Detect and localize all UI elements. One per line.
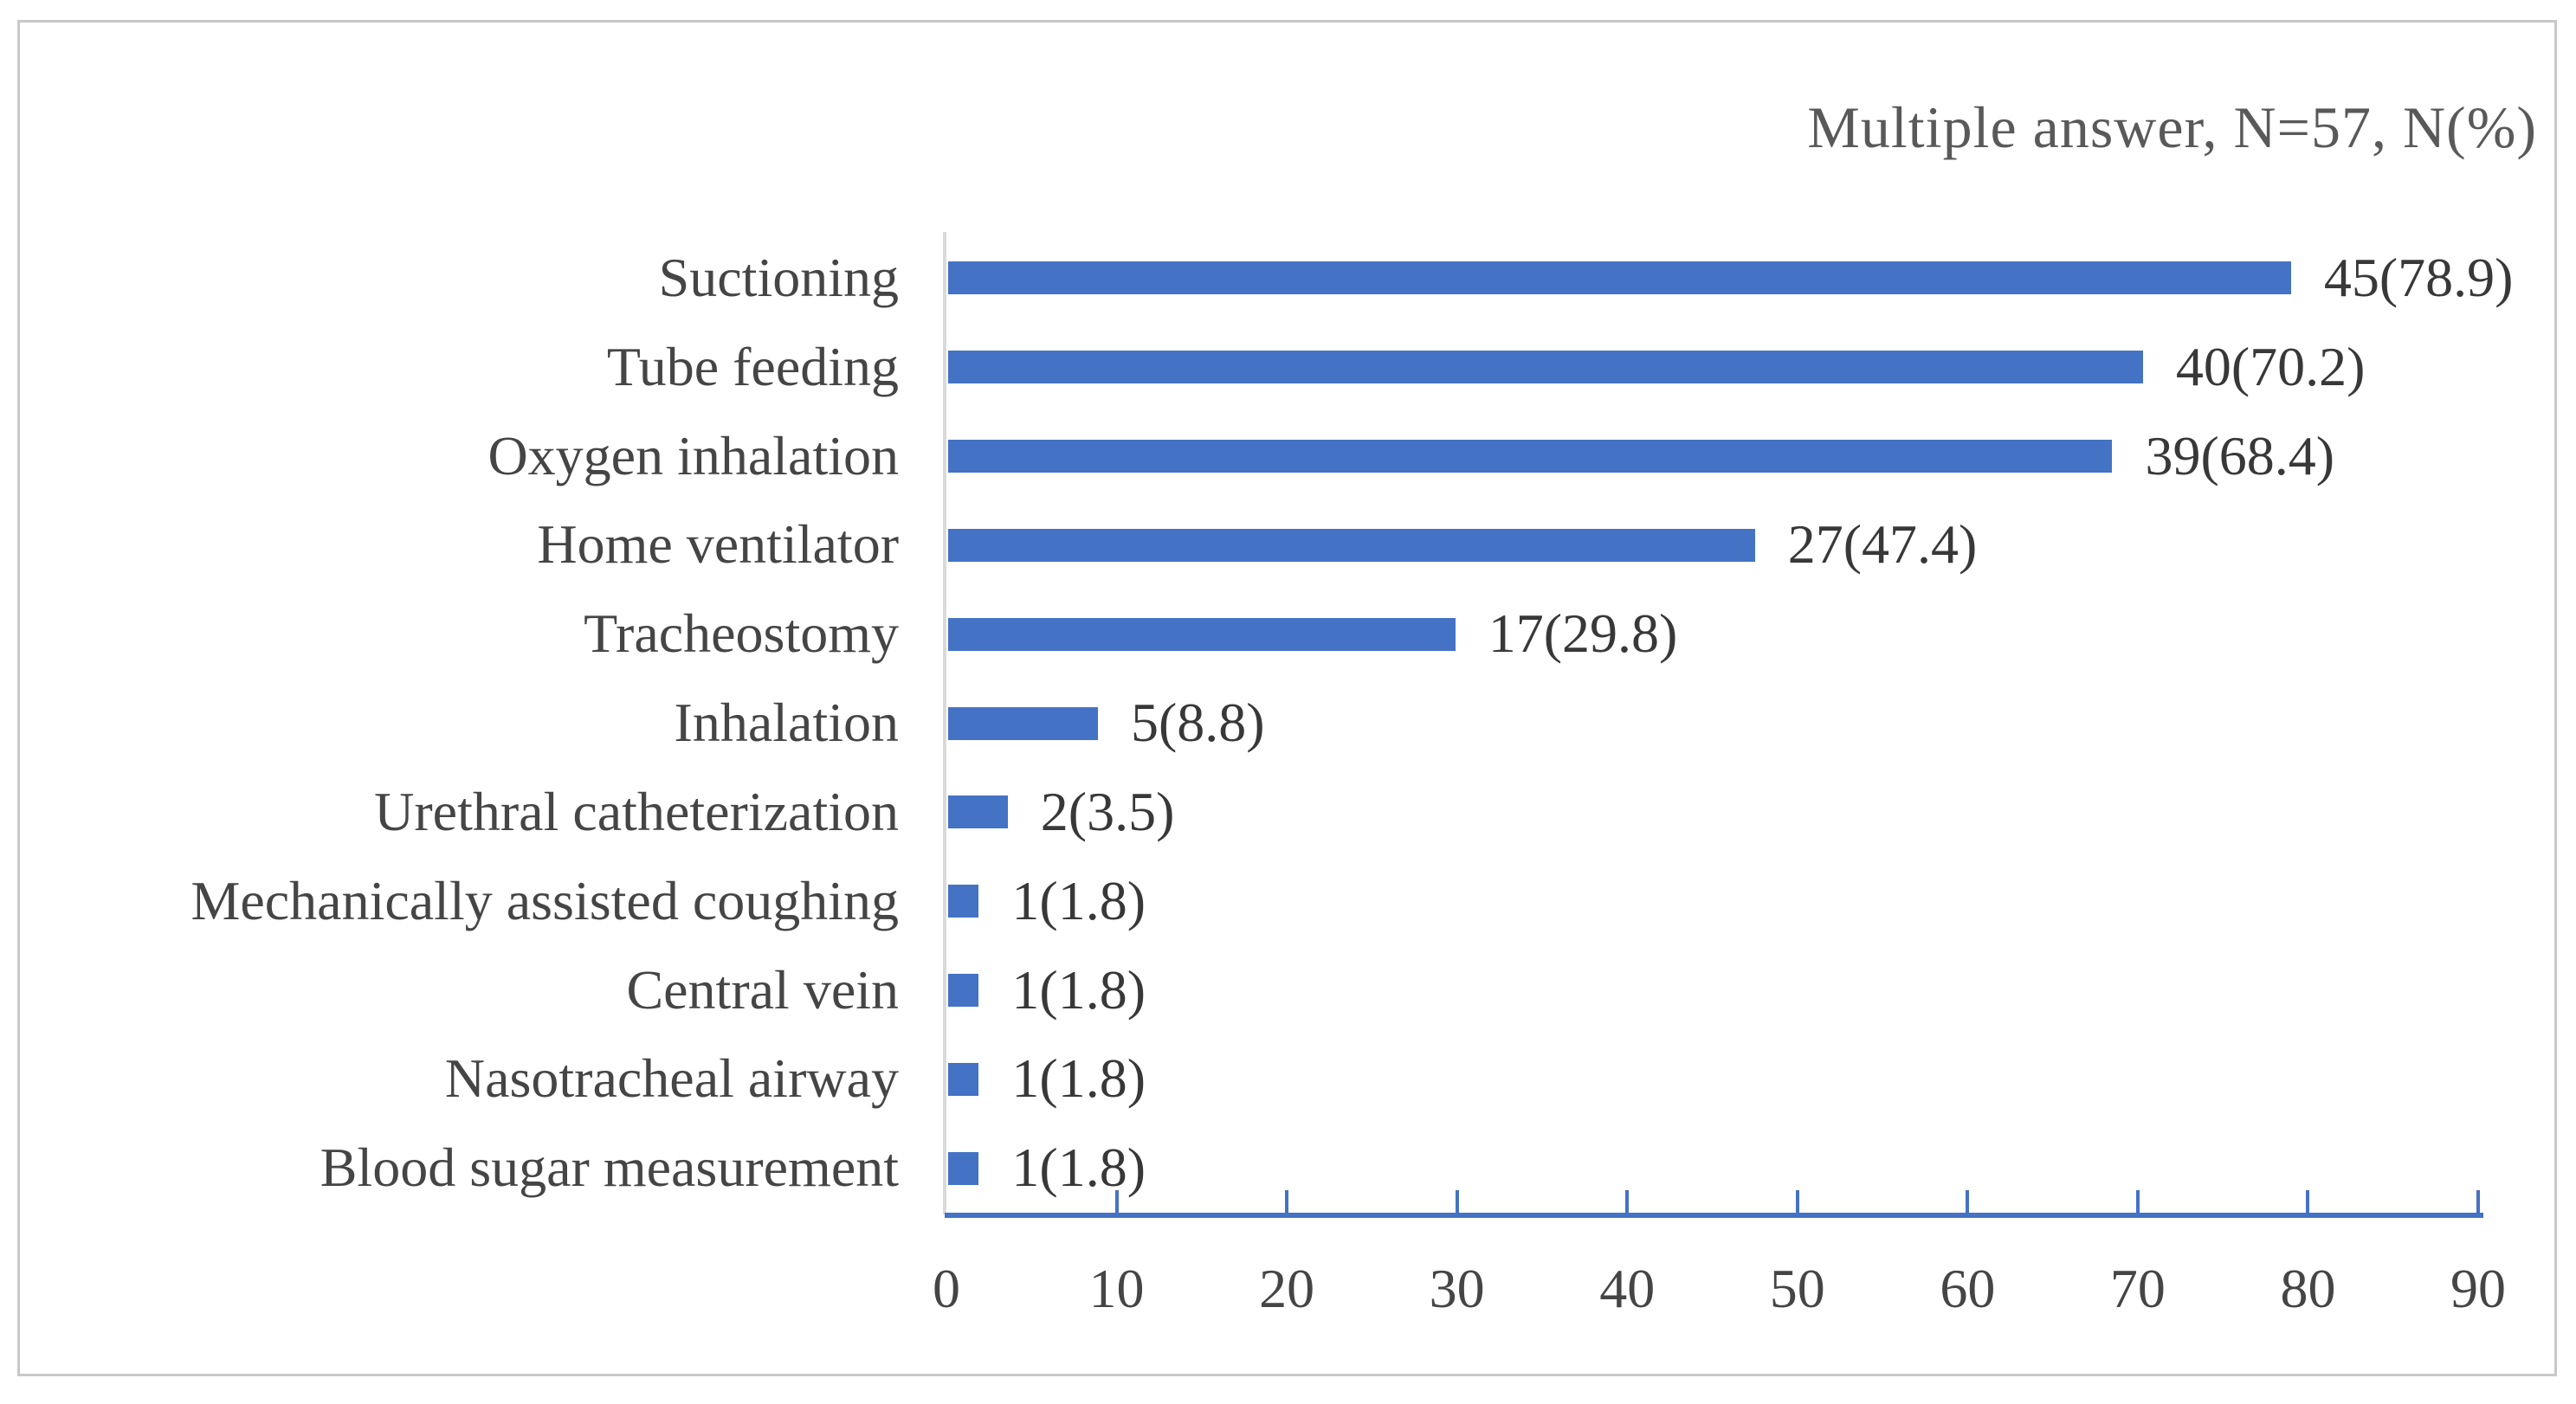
category-label: Blood sugar measurement [320, 1137, 899, 1199]
axis-tick-label: 90 [2450, 1258, 2507, 1319]
bar [948, 351, 2143, 384]
bar [948, 440, 2113, 473]
axis-tick [2135, 1190, 2140, 1213]
category-label: Nasotracheal airway [444, 1047, 899, 1110]
axis-tick-label: 70 [2109, 1258, 2166, 1319]
category-axis-line [943, 232, 946, 1214]
bar [948, 261, 2291, 295]
bar [948, 1062, 979, 1096]
category-label: Tracheostomy [584, 602, 899, 665]
axis-tick [2306, 1190, 2310, 1213]
bar [948, 885, 979, 918]
category-label: Home ventilator [537, 513, 899, 576]
value-label: 40(70.2) [2175, 335, 2366, 397]
chart-title: Multiple answer, N=57, N(%) [1807, 94, 2537, 160]
axis-tick-label: 30 [1429, 1258, 1485, 1319]
axis-tick-label: 10 [1088, 1258, 1145, 1319]
category-label: Mechanically assisted coughing [190, 869, 899, 931]
chart-frame [17, 20, 2557, 1376]
axis-tick [1966, 1190, 1970, 1213]
axis-tick-label: 40 [1599, 1258, 1656, 1319]
axis-tick [2476, 1190, 2481, 1213]
axis-tick-label: 80 [2280, 1258, 2336, 1319]
axis-tick [1285, 1190, 1289, 1213]
value-label: 2(3.5) [1040, 780, 1175, 842]
value-label: 27(47.4) [1787, 513, 1978, 576]
axis-tick-label: 60 [1940, 1258, 1996, 1319]
value-label: 1(1.8) [1011, 869, 1146, 931]
axis-tick-label: 0 [933, 1258, 960, 1319]
bar [948, 528, 1755, 562]
value-axis-line [945, 1213, 2483, 1218]
value-label: 45(78.9) [2323, 247, 2514, 308]
axis-tick-label: 50 [1769, 1258, 1825, 1319]
category-label: Urethral catheterization [374, 780, 899, 842]
category-label: Tube feeding [606, 335, 899, 397]
value-label: 5(8.8) [1130, 692, 1265, 754]
bar [948, 617, 1456, 651]
bar [948, 706, 1098, 740]
value-label: 1(1.8) [1011, 1047, 1146, 1110]
bar [948, 973, 979, 1007]
bar [948, 795, 1008, 829]
category-label: Inhalation [674, 692, 899, 754]
value-label: 17(29.8) [1488, 602, 1678, 665]
axis-tick [1795, 1190, 1799, 1213]
category-label: Suctioning [658, 247, 899, 308]
axis-tick-label: 20 [1259, 1258, 1315, 1319]
axis-tick [1455, 1190, 1459, 1213]
category-label: Oxygen inhalation [487, 424, 899, 486]
axis-tick [1114, 1190, 1119, 1213]
axis-tick [1625, 1190, 1630, 1213]
bar [948, 1151, 979, 1185]
value-label: 39(68.4) [2145, 424, 2335, 486]
value-label: 1(1.8) [1011, 958, 1146, 1021]
value-label: 1(1.8) [1011, 1137, 1146, 1199]
category-label: Central vein [626, 958, 899, 1021]
